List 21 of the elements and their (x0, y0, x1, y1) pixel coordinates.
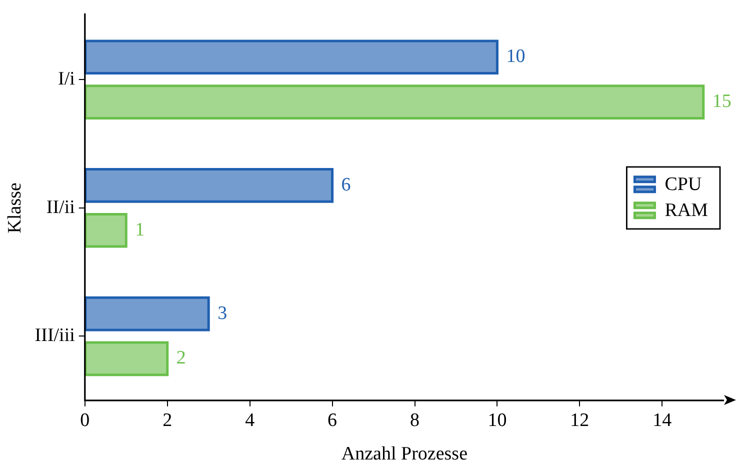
x-axis-title: Anzahl Prozesse (341, 444, 468, 465)
x-tick-label: 0 (80, 410, 90, 431)
x-tick-label: 2 (162, 410, 172, 431)
data-label: 2 (176, 348, 186, 369)
x-tick-label: 14 (652, 410, 672, 431)
data-label: 6 (341, 174, 351, 196)
y-axis-title: Klasse (4, 182, 26, 234)
x-tick-label: 6 (328, 410, 338, 431)
data-label: 1 (135, 219, 145, 240)
data-label: 10 (506, 46, 526, 68)
x-tick-label: 12 (570, 410, 590, 431)
y-tick-label: II/ii (46, 196, 75, 218)
y-tick-label: III/iii (34, 325, 75, 346)
x-tick-label: 4 (245, 410, 256, 431)
legend-label: CPU (664, 174, 702, 195)
y-tick-label: I/i (58, 68, 75, 90)
x-tick-label: 8 (410, 410, 420, 431)
legend-label: RAM (664, 200, 708, 221)
x-tick-label: 10 (488, 410, 507, 431)
data-label: 15 (712, 91, 732, 112)
data-label: 3 (218, 302, 228, 324)
